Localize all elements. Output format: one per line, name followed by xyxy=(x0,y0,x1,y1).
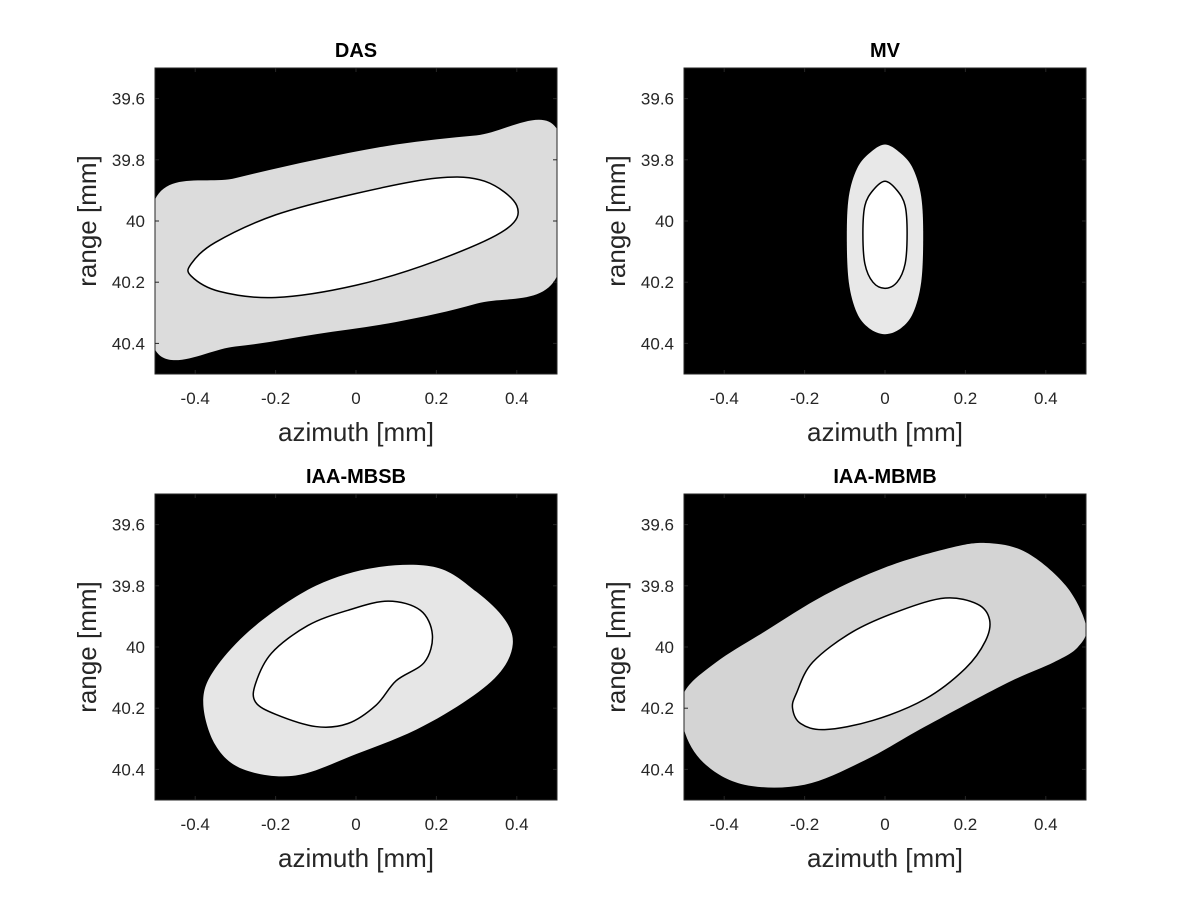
x-tick-label: 0.4 xyxy=(1034,815,1058,834)
plot-area: -0.4 -0.2 0 0.2 0.4 39.6 39.8 40 40.2 40.4 xyxy=(112,67,558,408)
y-tick-label: 40 xyxy=(655,638,674,657)
y-tick-label: 40 xyxy=(655,212,674,231)
x-tick-label: -0.2 xyxy=(790,389,819,408)
x-tick-label: -0.4 xyxy=(710,815,739,834)
x-tick-label: 0 xyxy=(351,815,360,834)
panel-iaa-mbmb: IAA-MBMB -0.4 -0.2 0 0.2 0.4 39.6 39.8 40 40.2 40… xyxy=(601,466,1087,873)
contour-group xyxy=(203,564,513,777)
x-tick-label: 0.2 xyxy=(425,815,449,834)
axes-frame xyxy=(154,493,558,801)
y-axis-label: range [mm] xyxy=(601,155,631,287)
x-tick-label: 0.2 xyxy=(954,815,978,834)
y-tick-label: 40.2 xyxy=(641,699,674,718)
x-tick-label: 0 xyxy=(880,389,889,408)
x-tick-label: 0.4 xyxy=(1034,389,1058,408)
x-tick-label: -0.4 xyxy=(710,389,739,408)
x-tick-label: 0 xyxy=(351,389,360,408)
y-tick-label: 40.2 xyxy=(112,699,145,718)
x-tick-label: 0.2 xyxy=(954,389,978,408)
y-tick-label: 39.8 xyxy=(112,577,145,596)
inner-contour-region xyxy=(252,600,434,728)
y-axis-label: range [mm] xyxy=(72,581,102,713)
x-axis-label: azimuth [mm] xyxy=(278,417,434,447)
y-tick-label: 39.6 xyxy=(112,516,145,535)
y-tick-label: 40.4 xyxy=(112,760,145,779)
y-tick-label: 40.4 xyxy=(641,334,674,353)
inner-contour-region xyxy=(862,180,908,290)
x-tick-label: -0.2 xyxy=(261,389,290,408)
y-tick-label: 39.6 xyxy=(641,90,674,109)
x-tick-label: 0.4 xyxy=(505,815,529,834)
x-axis-label: azimuth [mm] xyxy=(807,843,963,873)
inner-contour-region xyxy=(187,176,519,299)
x-tick-label: -0.4 xyxy=(181,815,210,834)
panel-title: DAS xyxy=(335,40,377,62)
contour-group xyxy=(155,119,557,361)
x-tick-label: -0.4 xyxy=(181,389,210,408)
x-axis-label: azimuth [mm] xyxy=(278,843,434,873)
y-tick-label: 39.6 xyxy=(641,516,674,535)
axes-frame xyxy=(683,493,1087,801)
axes-frame xyxy=(683,67,1087,375)
panel-iaa-mbsb: IAA-MBSB -0.4 -0.2 0 0.2 0.4 39.6 39.8 40 40.2 40… xyxy=(72,466,558,873)
inner-contour-region xyxy=(791,597,991,731)
plot-area: -0.4 -0.2 0 0.2 0.4 39.6 39.8 40 40.2 40.4 xyxy=(641,67,1087,408)
x-axis-label: azimuth [mm] xyxy=(807,417,963,447)
y-tick-label: 40.2 xyxy=(112,273,145,292)
panel-das: DAS -0.4 -0.2 0 0.2 0.4 39.6 39.8 40 40.2 40.4 az… xyxy=(72,40,558,447)
y-tick-label: 40.4 xyxy=(112,334,145,353)
contour-group xyxy=(684,542,1086,788)
x-tick-label: 0.2 xyxy=(425,389,449,408)
x-tick-label: 0.4 xyxy=(505,389,529,408)
x-tick-label: -0.2 xyxy=(261,815,290,834)
panel-title: IAA-MBSB xyxy=(306,466,406,488)
y-tick-label: 39.6 xyxy=(112,90,145,109)
y-tick-label: 40 xyxy=(126,638,145,657)
y-tick-label: 40 xyxy=(126,212,145,231)
contour-group xyxy=(846,144,924,335)
plot-area: -0.4 -0.2 0 0.2 0.4 39.6 39.8 40 40.2 40.4 xyxy=(112,493,558,834)
panel-mv: MV -0.4 -0.2 0 0.2 0.4 39.6 39.8 40 40.2 40.4 azi… xyxy=(601,40,1087,447)
axes-frame xyxy=(154,67,558,375)
y-tick-label: 40.4 xyxy=(641,760,674,779)
x-tick-label: 0 xyxy=(880,815,889,834)
y-tick-label: 39.8 xyxy=(641,151,674,170)
panel-title: IAA-MBMB xyxy=(833,466,936,488)
x-tick-label: -0.2 xyxy=(790,815,819,834)
y-tick-label: 39.8 xyxy=(112,151,145,170)
y-tick-label: 40.2 xyxy=(641,273,674,292)
plot-area: -0.4 -0.2 0 0.2 0.4 39.6 39.8 40 40.2 40.4 xyxy=(641,493,1087,834)
panel-title: MV xyxy=(870,40,901,62)
y-tick-label: 39.8 xyxy=(641,577,674,596)
y-axis-label: range [mm] xyxy=(601,581,631,713)
y-axis-label: range [mm] xyxy=(72,155,102,287)
